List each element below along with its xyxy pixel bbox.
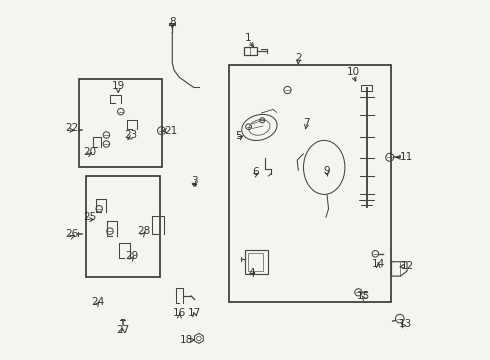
Text: 16: 16 (173, 308, 186, 318)
Text: 20: 20 (83, 147, 96, 157)
Text: 3: 3 (191, 176, 198, 186)
Bar (86, 176, 160, 277)
Bar (244, 47, 257, 55)
Text: 6: 6 (252, 167, 259, 177)
Bar (245, 250, 268, 274)
Text: 10: 10 (346, 67, 360, 77)
Text: 21: 21 (164, 126, 177, 136)
Text: 18: 18 (180, 335, 193, 345)
Text: 17: 17 (188, 308, 201, 318)
Text: 19: 19 (112, 81, 125, 91)
Text: 5: 5 (236, 131, 242, 141)
Text: 2: 2 (295, 53, 301, 63)
Text: 24: 24 (91, 297, 104, 307)
Text: 4: 4 (248, 268, 255, 278)
Text: 12: 12 (400, 261, 414, 271)
Text: 15: 15 (357, 291, 370, 301)
Text: 26: 26 (65, 229, 78, 239)
Bar (229, 65, 391, 302)
Text: 1: 1 (245, 33, 252, 43)
Text: 8: 8 (169, 17, 175, 27)
Text: 7: 7 (303, 118, 310, 128)
Text: 29: 29 (125, 251, 138, 261)
Text: 9: 9 (324, 166, 330, 176)
Text: 27: 27 (116, 325, 129, 336)
Text: 25: 25 (83, 212, 96, 222)
Text: 22: 22 (65, 123, 78, 133)
Bar (79, 79, 162, 167)
Text: 11: 11 (400, 152, 413, 162)
Text: 28: 28 (137, 226, 150, 236)
Bar (248, 253, 263, 271)
Text: 13: 13 (398, 319, 412, 329)
Text: 23: 23 (124, 130, 137, 140)
Text: 14: 14 (371, 258, 385, 269)
Bar (361, 85, 372, 91)
